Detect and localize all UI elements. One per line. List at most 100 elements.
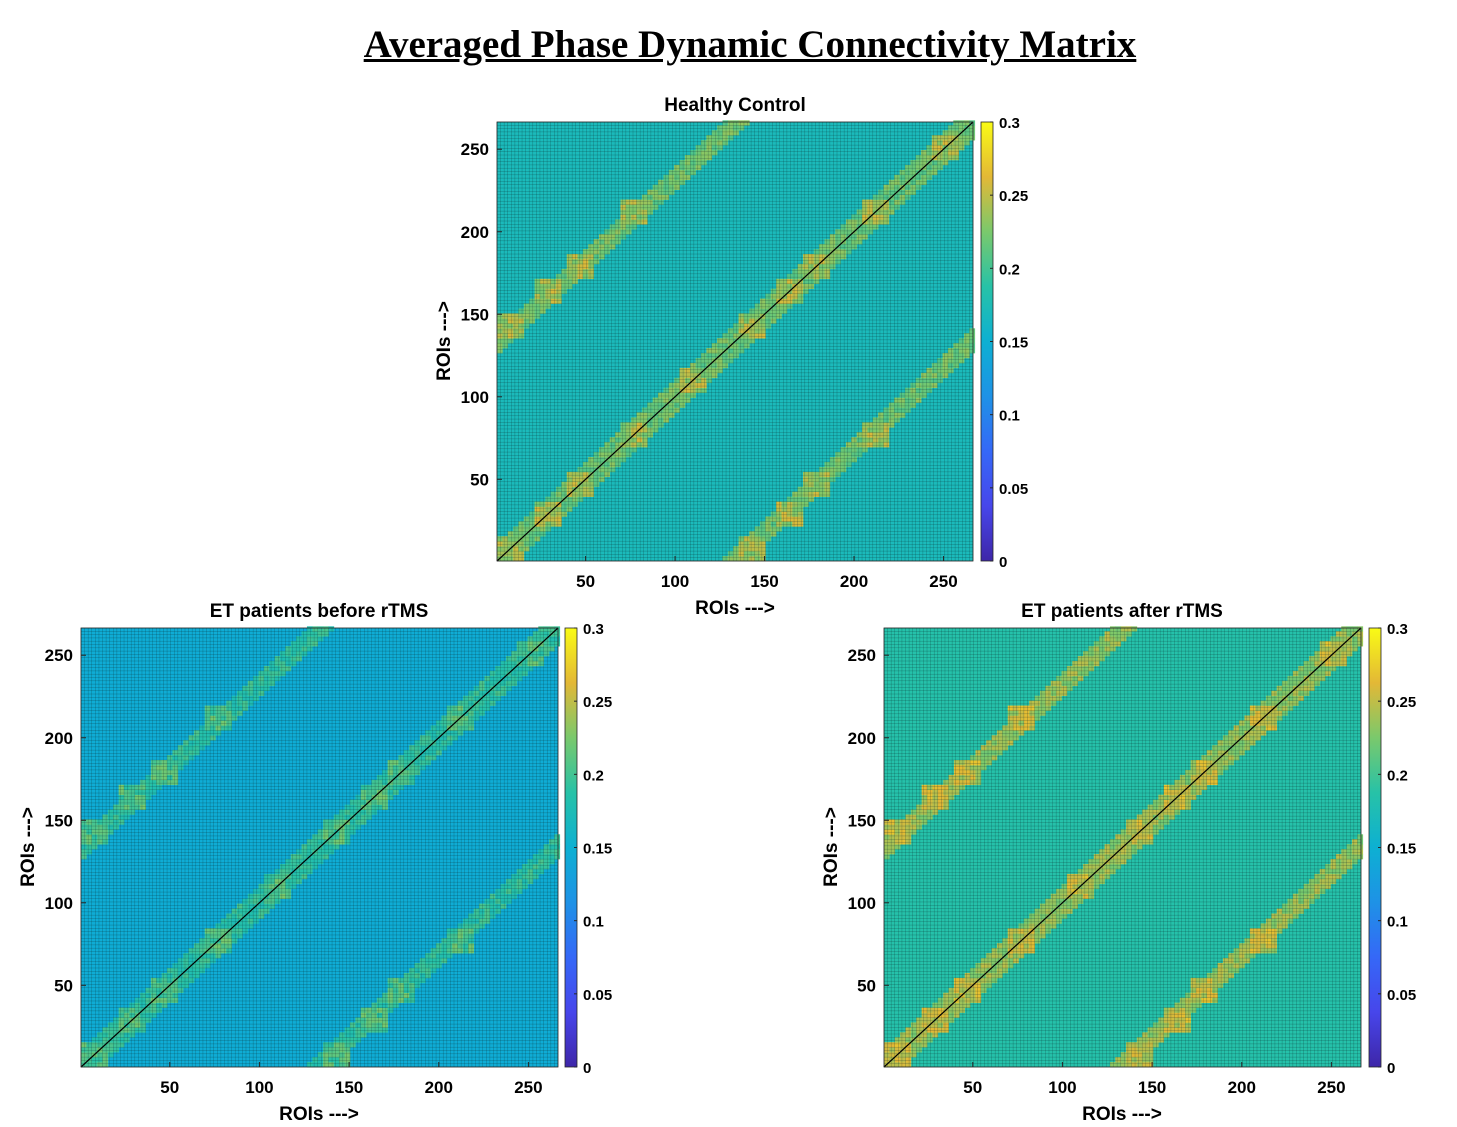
heatmap-cell	[556, 298, 562, 304]
heatmap-cell	[636, 417, 643, 423]
heatmap-cell	[393, 769, 399, 776]
heatmap-cell	[102, 1032, 109, 1038]
heatmap-cell	[996, 948, 1003, 954]
heatmap-cell	[1282, 918, 1288, 924]
heatmap-cell	[604, 244, 611, 250]
heatmap-cell	[872, 437, 879, 443]
heatmap-cell	[172, 755, 179, 761]
heatmap-cell	[1115, 1057, 1122, 1063]
heatmap-cell	[210, 730, 216, 736]
heatmap-cell	[1142, 819, 1148, 825]
heatmap-cell	[1287, 898, 1294, 904]
heatmap-cell	[604, 229, 611, 235]
heatmap-cell	[507, 338, 514, 344]
heatmap-cell	[81, 824, 87, 830]
heatmap-cell	[220, 943, 227, 949]
heatmap-cell	[1325, 641, 1331, 647]
heatmap-cell	[1233, 745, 1240, 751]
heatmap-cell	[1260, 725, 1267, 731]
heatmap-cell	[824, 273, 831, 280]
heatmap-cell	[749, 333, 755, 339]
heatmap-cell	[556, 273, 562, 280]
heatmap-cell	[733, 130, 739, 136]
heatmap-cell	[727, 556, 734, 562]
heatmap-cell	[269, 661, 275, 667]
heatmap-cell	[220, 938, 227, 944]
heatmap-cell	[86, 819, 93, 825]
heatmap-cell	[441, 938, 448, 944]
heatmap-cell	[452, 710, 458, 716]
heatmap-cell	[862, 214, 868, 220]
heatmap-cell	[819, 249, 825, 255]
heatmap-cell	[824, 476, 831, 483]
heatmap-cell	[398, 997, 405, 1003]
heatmap-cell	[749, 531, 755, 537]
heatmap-cell	[545, 496, 551, 502]
heatmap-cell	[566, 476, 573, 483]
heatmap-cell	[916, 814, 922, 820]
heatmap-cell	[193, 963, 200, 969]
heatmap-cell	[588, 486, 594, 492]
heatmap-cell	[803, 278, 809, 285]
heatmap-cell	[156, 779, 162, 786]
heatmap-cell	[1346, 651, 1353, 657]
heatmap-cell	[1147, 824, 1154, 830]
heatmap-cell	[258, 908, 265, 914]
heatmap-cell	[599, 249, 605, 255]
heatmap-cell	[878, 209, 884, 215]
heatmap-cell	[1136, 1047, 1143, 1053]
heatmap-cell	[695, 155, 702, 161]
heatmap-cell	[204, 943, 211, 949]
heatmap-cell	[1077, 661, 1084, 667]
heatmap-cell	[975, 764, 982, 771]
heatmap-cell	[1088, 665, 1095, 672]
heatmap-cell	[263, 888, 270, 895]
heatmap-cell	[615, 234, 621, 240]
heatmap-cell	[253, 695, 259, 701]
heatmap-cell	[690, 150, 696, 156]
heatmap-cell	[446, 953, 453, 959]
heatmap-cell	[1201, 755, 1208, 761]
heatmap-cell	[1066, 903, 1073, 909]
heatmap-cell	[975, 755, 982, 761]
heatmap-cell	[274, 675, 281, 682]
heatmap-cell	[441, 725, 448, 731]
heatmap-cell	[280, 665, 286, 672]
heatmap-cell	[943, 1002, 949, 1008]
heatmap-cell	[317, 631, 324, 637]
heatmap-cell	[641, 209, 648, 215]
heatmap-cell	[609, 437, 616, 443]
heatmap-cell	[193, 948, 200, 954]
heatmap-cell	[529, 318, 535, 324]
heatmap-cell	[1255, 933, 1261, 939]
heatmap-cell	[462, 725, 469, 731]
heatmap-cell	[690, 367, 696, 374]
heatmap-cell	[1072, 873, 1078, 880]
heatmap-cell	[489, 893, 496, 899]
heatmap-cell	[749, 541, 755, 547]
heatmap-cell	[1282, 908, 1288, 914]
heatmap-cell	[695, 145, 702, 151]
heatmap-cell	[1287, 918, 1294, 924]
heatmap-cell	[323, 834, 329, 840]
heatmap-cell	[959, 779, 965, 786]
heatmap-cell	[199, 745, 206, 751]
heatmap-cell	[500, 888, 507, 895]
heatmap-cell	[803, 268, 809, 275]
heatmap-cell	[1330, 873, 1337, 880]
heatmap-cell	[921, 387, 927, 393]
heatmap-cell	[937, 997, 944, 1003]
heatmap-cell	[577, 273, 584, 280]
heatmap-cell	[1185, 799, 1191, 805]
heatmap-cell	[888, 204, 895, 210]
heatmap-cell	[931, 382, 938, 389]
heatmap-cell	[1228, 740, 1234, 746]
heatmap-cell	[943, 1017, 949, 1023]
heatmap-cell	[1158, 804, 1165, 810]
heatmap-cell	[942, 150, 949, 156]
heatmap-cell	[958, 135, 965, 141]
heatmap-cell	[452, 705, 458, 711]
heatmap-cell	[975, 987, 982, 994]
heatmap-cell	[538, 661, 544, 667]
heatmap-cell	[884, 844, 890, 850]
